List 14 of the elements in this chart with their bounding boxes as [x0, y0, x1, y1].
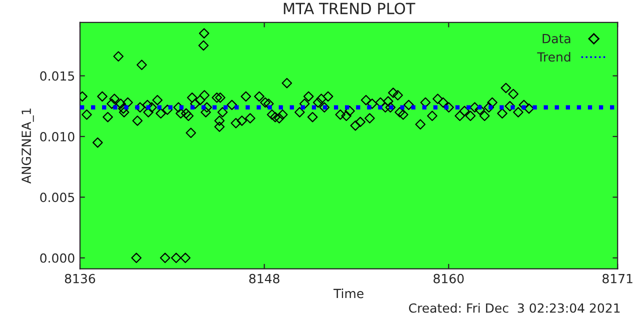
x-axis-title: Time	[333, 288, 364, 298]
y-axis-title: ANGZNEA_1	[22, 108, 34, 184]
x-tick-label: 8148	[249, 274, 280, 284]
chart-title: MTA TREND PLOT	[284, 2, 416, 14]
x-tick-label: 8171	[602, 274, 632, 284]
x-tick-label: 8160	[434, 274, 464, 284]
x-tick-label: 8136	[64, 274, 96, 284]
y-tick-label: 0.015	[40, 71, 74, 81]
y-tick-label: 0.010	[40, 132, 74, 142]
y-tick-label: 0.000	[40, 253, 74, 263]
y-tick-label: 0.005	[40, 192, 74, 202]
legend-label: Trend	[537, 52, 570, 62]
legend-label: Data	[542, 34, 570, 44]
text: Created: Fri Dec 3 02:23:04 2021	[409, 303, 620, 313]
